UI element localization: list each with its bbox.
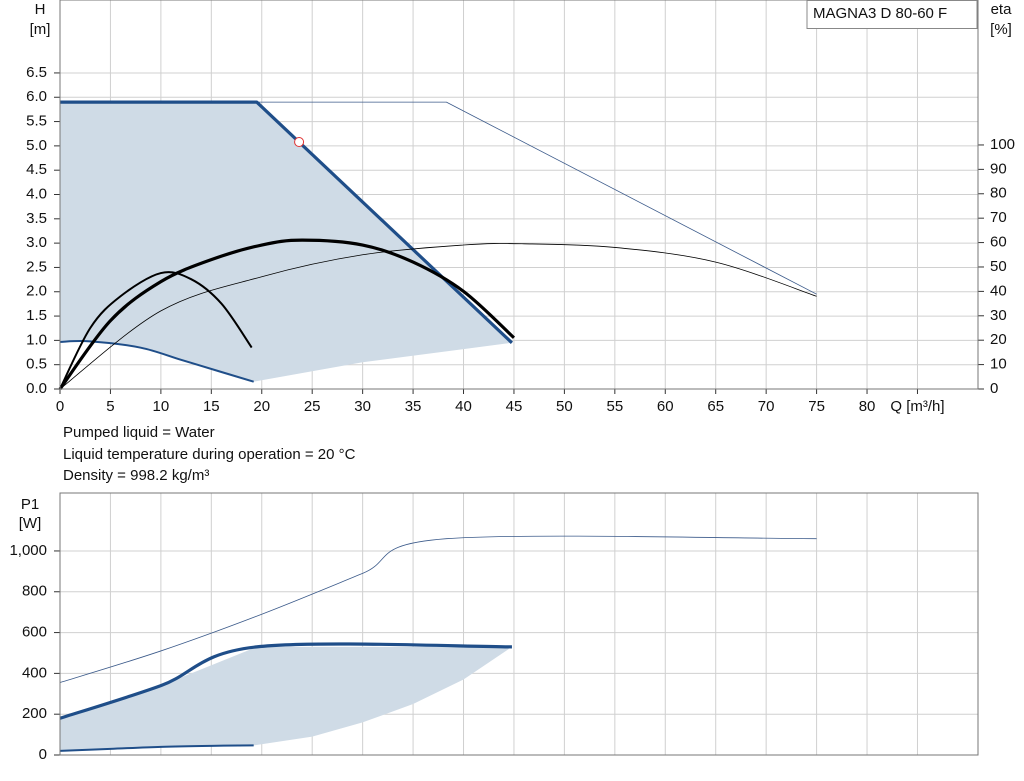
y2-unit: [%] <box>990 21 1012 38</box>
note: Liquid temperature during operation = 20… <box>63 446 356 463</box>
y2-tick-label: 20 <box>990 331 1007 348</box>
y2-tick-label: 60 <box>990 234 1007 251</box>
x-tick-label: 30 <box>354 398 371 415</box>
y-label: P1 <box>21 496 39 513</box>
x-tick-label: 55 <box>606 398 623 415</box>
y2-tick-label: 80 <box>990 185 1007 202</box>
y-tick-label: 2.0 <box>26 283 47 300</box>
x-tick-label: 75 <box>808 398 825 415</box>
y-tick-label: 5.5 <box>26 113 47 130</box>
x-tick-label: 5 <box>106 398 114 415</box>
y-tick-label: 200 <box>22 705 47 722</box>
plot-frame <box>59 0 979 390</box>
area <box>60 646 512 751</box>
note: Pumped liquid = Water <box>63 424 215 441</box>
curve <box>59 271 253 390</box>
y-tick-label: 0 <box>39 746 47 763</box>
x-tick-label: 65 <box>707 398 724 415</box>
x-tick-label: 80 <box>859 398 876 415</box>
y2-tick-label: 40 <box>990 282 1007 299</box>
y2-tick-label: 30 <box>990 307 1007 324</box>
y-tick-label: 0.0 <box>26 380 47 397</box>
curve <box>256 101 817 295</box>
legend-box <box>806 0 978 29</box>
x-tick-label: 0 <box>56 398 64 415</box>
y2-tick-label: 100 <box>990 136 1015 153</box>
curve <box>59 744 254 752</box>
curve <box>59 243 817 390</box>
y-tick-label: 1.0 <box>26 331 47 348</box>
y-tick-label: 800 <box>22 583 47 600</box>
curve <box>58 238 516 390</box>
chart-title: MAGNA3 D 80-60 F <box>813 5 947 22</box>
x-tick-label: 70 <box>758 398 775 415</box>
y2-tick-label: 0 <box>990 380 998 397</box>
curve <box>59 642 512 720</box>
y-tick-label: 6.0 <box>26 88 47 105</box>
curve <box>59 340 254 383</box>
x-tick-label: 20 <box>253 398 270 415</box>
curve <box>60 100 513 344</box>
y-tick-label: 6.5 <box>26 64 47 81</box>
x-tick-label: 25 <box>304 398 321 415</box>
x-tick-label: 40 <box>455 398 472 415</box>
y-tick-label: 3.0 <box>26 234 47 251</box>
x-tick-label: 45 <box>506 398 523 415</box>
x-tick-label: Q [m³/h] <box>890 398 944 415</box>
y-unit: [m] <box>30 21 51 38</box>
x-tick-label: 10 <box>153 398 170 415</box>
y-tick-label: 4.0 <box>26 185 47 202</box>
y2-tick-label: 90 <box>990 160 1007 177</box>
y-tick-label: 1,000 <box>9 542 47 559</box>
y-tick-label: 5.0 <box>26 137 47 154</box>
y-tick-label: 400 <box>22 664 47 681</box>
plot-frame <box>59 492 979 756</box>
y-tick-label: 3.5 <box>26 210 47 227</box>
y2-label: eta <box>991 1 1013 18</box>
y-tick-label: 1.5 <box>26 307 47 324</box>
x-tick-label: 15 <box>203 398 220 415</box>
y2-tick-label: 70 <box>990 209 1007 226</box>
y-tick-label: 0.5 <box>26 356 47 373</box>
x-tick-label: 60 <box>657 398 674 415</box>
y-unit: [W] <box>19 515 42 532</box>
y2-tick-label: 50 <box>990 258 1007 275</box>
x-tick-label: 35 <box>405 398 422 415</box>
y-tick-label: 2.5 <box>26 258 47 275</box>
note: Density = 998.2 kg/m³ <box>63 467 209 484</box>
y2-tick-label: 10 <box>990 356 1007 373</box>
y-label: H <box>35 1 46 18</box>
curve <box>59 535 817 683</box>
y-tick-label: 4.5 <box>26 161 47 178</box>
operating-point <box>294 136 305 147</box>
x-tick-label: 50 <box>556 398 573 415</box>
y-tick-label: 600 <box>22 624 47 641</box>
